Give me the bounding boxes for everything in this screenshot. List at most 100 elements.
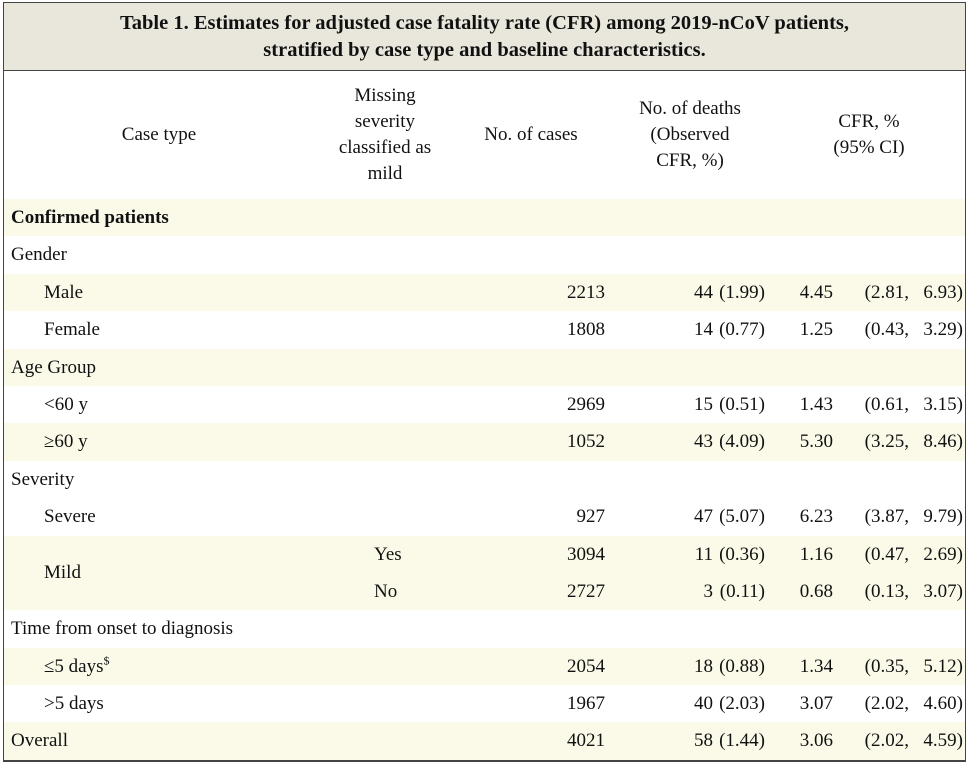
cfr-value: 3.06	[799, 730, 833, 752]
cases-value: 3094	[567, 543, 605, 565]
table-caption: Table 1. Estimates for adjusted case fat…	[4, 3, 965, 71]
ci-upper: 8.46)	[923, 431, 963, 453]
deaths-value: 47	[694, 506, 713, 528]
table-header: Case type Missing severity classified as…	[4, 71, 965, 199]
section-time-onset-diagnosis: Time from onset to diagnosis	[4, 610, 965, 647]
ci-upper: 3.29)	[923, 319, 963, 341]
caption-line-2: stratified by case type and baseline cha…	[263, 39, 706, 61]
header-cfr: CFR, % (95% CI)	[833, 111, 905, 158]
section-label: Gender	[11, 244, 67, 266]
cfr-value: 0.68	[799, 580, 833, 602]
ci-lower: (2.02,	[864, 730, 909, 752]
cfr-table: Table 1. Estimates for adjusted case fat…	[3, 2, 966, 762]
observed-cfr: (2.03)	[719, 693, 765, 715]
table-row-severe: Severe 927 47 (5.07) 6.23 (3.87, 9.79)	[4, 498, 965, 535]
cases-value: 927	[576, 506, 606, 528]
table-row-mild-yes: Yes 3094 11 (0.36) 1.16 (0.47, 2.69)	[4, 536, 965, 573]
table-row-mild: Mild Yes 3094 11 (0.36) 1.16 (0.47, 2.69…	[4, 535, 965, 611]
caption-line-1: Table 1. Estimates for adjusted case fat…	[119, 12, 850, 34]
row-label: Overall	[11, 730, 68, 752]
table-row-female: Female 1808 14 (0.77) 1.25 (0.43, 3.29)	[4, 311, 965, 348]
header-missing-severity: Missing severity classified as mild	[338, 85, 432, 184]
table-row-male: Male 2213 44 (1.99) 4.45 (2.81, 6.93)	[4, 273, 965, 312]
cfr-value: 1.43	[799, 393, 833, 415]
ci-upper: 2.69)	[923, 543, 963, 565]
deaths-value: 3	[703, 580, 714, 602]
observed-cfr: (5.07)	[719, 506, 765, 528]
header-no-of-cases: No. of cases	[484, 124, 578, 145]
section-label: Age Group	[11, 356, 96, 378]
deaths-value: 44	[694, 281, 713, 303]
observed-cfr: (0.51)	[719, 393, 765, 415]
ci-upper: 5.12)	[923, 655, 963, 677]
row-label: <60 y	[44, 393, 88, 415]
table-row-le-5-days: ≤5 days$ 2054 18 (0.88) 1.34 (0.35, 5.12…	[4, 647, 965, 686]
cases-value: 2054	[567, 655, 605, 677]
ci-upper: 4.60)	[923, 693, 963, 715]
observed-cfr: (0.88)	[719, 655, 765, 677]
cases-value: 1052	[567, 431, 605, 453]
missing-severity-value: Yes	[374, 543, 402, 565]
ci-lower: (0.61,	[864, 393, 909, 415]
ci-lower: (0.43,	[864, 319, 909, 341]
ci-lower: (0.47,	[864, 543, 909, 565]
ci-upper: 6.93)	[923, 281, 963, 303]
cases-value: 1967	[567, 693, 605, 715]
ci-upper: 3.07)	[923, 580, 963, 602]
cfr-value: 1.16	[799, 543, 833, 565]
section-label: Confirmed patients	[11, 207, 169, 228]
cfr-value: 6.23	[799, 506, 833, 528]
ci-lower: (3.25,	[864, 431, 909, 453]
deaths-value: 40	[694, 693, 713, 715]
deaths-value: 18	[694, 655, 713, 677]
cases-value: 2213	[567, 281, 605, 303]
observed-cfr: (0.11)	[719, 580, 765, 602]
deaths-value: 43	[694, 431, 713, 453]
observed-cfr: (1.44)	[719, 730, 765, 752]
table-row-gt-5-days: >5 days 1967 40 (2.03) 3.07 (2.02, 4.60)	[4, 685, 965, 722]
cases-value: 2727	[567, 580, 605, 602]
missing-severity-value: No	[374, 580, 398, 602]
table-row-60-plus: ≥60 y 1052 43 (4.09) 5.30 (3.25, 8.46)	[4, 423, 965, 461]
row-label: ≤5 days$	[44, 653, 110, 677]
row-label: ≥60 y	[44, 431, 88, 453]
ci-upper: 9.79)	[923, 506, 963, 528]
row-label: Mild	[44, 561, 81, 583]
section-confirmed-patients: Confirmed patients	[4, 199, 965, 237]
header-no-of-deaths: No. of deaths (Observed CFR, %)	[639, 98, 741, 171]
ci-upper: 4.59)	[923, 730, 963, 752]
table-row-overall: Overall 4021 58 (1.44) 3.06 (2.02, 4.59)	[4, 722, 965, 761]
cfr-value: 1.34	[799, 655, 833, 677]
header-case-type: Case type	[121, 124, 197, 145]
ci-lower: (2.02,	[864, 693, 909, 715]
deaths-value: 15	[694, 393, 713, 415]
ci-lower: (2.81,	[864, 281, 909, 303]
ci-lower: (0.13,	[864, 580, 909, 602]
cases-value: 1808	[567, 319, 605, 341]
ci-lower: (0.35,	[864, 655, 909, 677]
cases-value: 4021	[567, 730, 605, 752]
observed-cfr: (0.36)	[719, 543, 765, 565]
section-label: Time from onset to diagnosis	[11, 618, 234, 640]
table-row-under-60: <60 y 2969 15 (0.51) 1.43 (0.61, 3.15)	[4, 386, 965, 423]
observed-cfr: (4.09)	[719, 431, 765, 453]
deaths-value: 58	[694, 730, 713, 752]
row-label: >5 days	[44, 693, 104, 715]
ci-lower: (3.87,	[864, 506, 909, 528]
row-label: Male	[44, 281, 84, 303]
cfr-value: 5.30	[799, 431, 833, 453]
row-label: Female	[44, 319, 100, 341]
cfr-value: 3.07	[799, 693, 833, 715]
deaths-value: 11	[694, 543, 713, 565]
cfr-value: 4.45	[799, 281, 833, 303]
observed-cfr: (0.77)	[719, 319, 765, 341]
observed-cfr: (1.99)	[719, 281, 765, 303]
ci-upper: 3.15)	[923, 393, 963, 415]
deaths-value: 14	[694, 319, 713, 341]
section-severity: Severity	[4, 461, 965, 498]
footnote-marker: $	[103, 653, 110, 668]
cfr-value: 1.25	[799, 319, 833, 341]
table-row-mild-no: No 2727 3 (0.11) 0.68 (0.13, 3.07)	[4, 573, 965, 610]
section-label: Severity	[11, 468, 75, 490]
section-gender: Gender	[4, 236, 965, 273]
